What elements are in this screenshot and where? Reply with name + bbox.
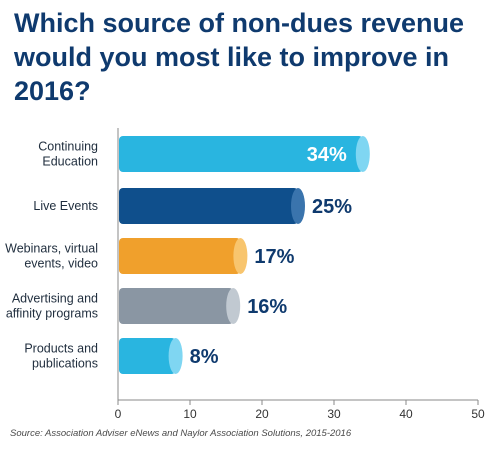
category-label: Live Events [33, 199, 98, 213]
bar-end-cap [355, 136, 370, 172]
category-label-line: Live Events [33, 199, 98, 213]
x-tick-label: 10 [183, 407, 197, 421]
x-tick-label: 20 [255, 407, 269, 421]
category-label-line: publications [32, 357, 98, 371]
value-label: 16% [247, 296, 287, 318]
category-label-line: Advertising and [12, 292, 98, 306]
x-tick-label: 40 [399, 407, 413, 421]
category-label: Advertising and affinity programs [6, 292, 98, 321]
chart-title: Which source of non-dues revenue would y… [14, 6, 494, 108]
bar [119, 136, 363, 172]
x-tick-label: 0 [115, 407, 122, 421]
category-label-line: Continuing [38, 140, 98, 154]
value-label: 25% [312, 196, 352, 218]
category-label-line: affinity programs [6, 307, 98, 321]
bar-end-cap [168, 338, 183, 374]
category-label: Webinars, virtual events, video [5, 242, 98, 271]
title-line-1: Which source of non-dues revenue [14, 8, 465, 38]
bar [119, 188, 298, 224]
title-line-2: would you most like to improve in [14, 42, 450, 72]
x-tick-label: 50 [471, 407, 485, 421]
bar-end-cap [291, 188, 305, 224]
bar-end-cap [226, 288, 241, 324]
category-label-line: Education [42, 155, 98, 169]
title-line-3: 2016? [14, 76, 91, 106]
category-label-line: Products and [24, 342, 98, 356]
category-label-line: events, video [24, 257, 98, 271]
category-label: Products and publications [24, 342, 98, 371]
value-label: 17% [254, 246, 294, 268]
category-label: Continuing Education [38, 140, 98, 169]
value-label: 34% [307, 144, 347, 166]
bar-end-cap [233, 238, 248, 274]
x-tick-label: 30 [327, 407, 341, 421]
category-label-line: Webinars, virtual [5, 242, 98, 256]
bar [119, 338, 176, 374]
bar [119, 288, 234, 324]
source-note: Source: Association Adviser eNews and Na… [10, 428, 352, 439]
bar [119, 238, 241, 274]
value-label: 8% [190, 346, 219, 368]
